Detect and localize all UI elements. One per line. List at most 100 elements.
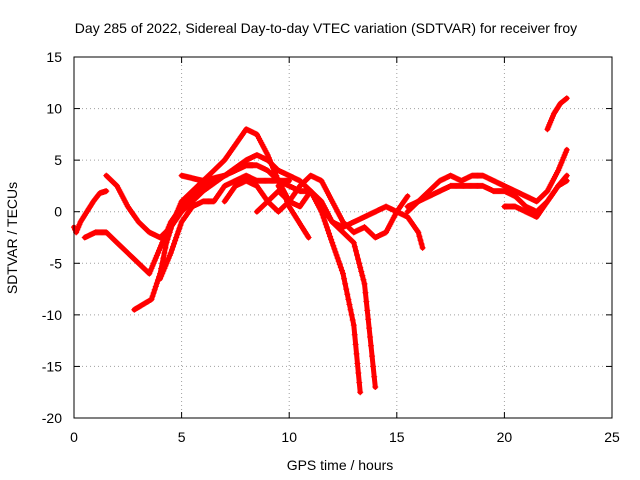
data-point: [349, 238, 356, 245]
data-point: [174, 231, 181, 238]
data-point: [337, 264, 344, 271]
data-point: [147, 268, 154, 275]
data-point: [154, 249, 161, 256]
data-point: [166, 229, 173, 236]
data-point: [153, 252, 160, 259]
data-point: [350, 239, 357, 246]
data-point: [148, 296, 155, 303]
data-point: [367, 342, 374, 349]
x-tick-label: 5: [178, 429, 186, 445]
data-point: [76, 221, 83, 228]
data-point: [326, 230, 333, 237]
data-point: [354, 360, 361, 367]
data-point: [369, 353, 376, 360]
data-point: [282, 195, 289, 202]
data-point: [558, 159, 565, 166]
data-point: [367, 333, 374, 340]
data-point: [555, 167, 562, 174]
plot-frame: [73, 56, 613, 419]
data-point: [331, 245, 338, 252]
data-point: [280, 191, 287, 198]
data-point: [177, 222, 184, 229]
series-arc-f: [178, 162, 379, 391]
data-point: [150, 260, 157, 267]
series-arc-a: [71, 188, 110, 236]
data-point: [340, 270, 346, 277]
data-point: [415, 229, 422, 236]
y-tick-label: 15: [46, 49, 62, 65]
data-point: [342, 280, 349, 287]
data-point: [366, 325, 373, 332]
series-arc-i: [275, 182, 312, 241]
data-point: [358, 268, 365, 275]
data-point: [334, 255, 341, 262]
x-tick-label: 25: [604, 429, 620, 445]
data-point: [156, 247, 163, 254]
data-point: [371, 373, 378, 380]
data-point: [161, 265, 168, 272]
series-arc-e: [157, 172, 293, 282]
data-points: [71, 95, 570, 396]
data-point: [355, 370, 362, 377]
data-point: [158, 242, 165, 249]
chart-title: Day 285 of 2022, Sidereal Day-to-day VTE…: [75, 20, 577, 36]
data-point: [75, 224, 82, 231]
data-point: [404, 193, 411, 200]
series-arc-m: [544, 95, 570, 133]
data-point: [562, 149, 569, 156]
data-point: [333, 252, 340, 259]
data-point: [324, 227, 331, 234]
data-point: [327, 233, 334, 240]
series-arc-d: [131, 126, 293, 313]
data-point: [163, 239, 170, 246]
data-point: [559, 157, 566, 164]
data-point: [344, 291, 351, 298]
data-point: [323, 224, 330, 231]
data-point: [264, 151, 271, 158]
data-point: [351, 331, 358, 338]
data-point: [286, 177, 293, 184]
data-point: [160, 255, 167, 262]
y-tick-label: -20: [42, 410, 62, 426]
data-point: [159, 270, 166, 277]
y-tick-label: -10: [42, 307, 62, 323]
data-point: [356, 379, 363, 386]
data-point: [362, 289, 369, 296]
data-point: [359, 272, 366, 279]
data-point: [172, 237, 179, 244]
data-point: [168, 246, 175, 253]
data-point: [349, 317, 356, 324]
data-point: [352, 341, 359, 348]
y-axis-label: SDTVAR / TECUs: [4, 182, 20, 294]
data-point: [357, 389, 364, 396]
data-point: [563, 177, 570, 184]
data-point: [417, 237, 424, 244]
series-arc-l: [501, 177, 570, 220]
data-point: [363, 298, 370, 305]
data-point: [329, 239, 336, 246]
data-point: [556, 164, 563, 171]
data-point: [151, 286, 158, 293]
data-point: [152, 255, 159, 262]
data-point: [347, 306, 354, 313]
data-point: [305, 234, 312, 241]
data-point: [165, 232, 172, 239]
data-point: [416, 233, 423, 240]
data-point: [335, 258, 342, 265]
data-point: [563, 95, 570, 102]
data-point: [562, 96, 569, 103]
data-point: [166, 252, 173, 259]
data-point: [419, 244, 426, 251]
axis-ticks: 0 5 10 15 20 25 -20 -15 -10 -5 0 5 10 15: [42, 49, 620, 445]
data-point: [561, 151, 568, 158]
data-point: [360, 276, 367, 283]
data-point: [112, 181, 119, 188]
data-point: [285, 200, 292, 207]
data-point: [361, 280, 368, 287]
data-point: [322, 221, 329, 228]
data-point: [265, 154, 272, 161]
x-tick-label: 10: [281, 429, 297, 445]
data-point: [171, 240, 178, 247]
data-point: [163, 260, 170, 267]
